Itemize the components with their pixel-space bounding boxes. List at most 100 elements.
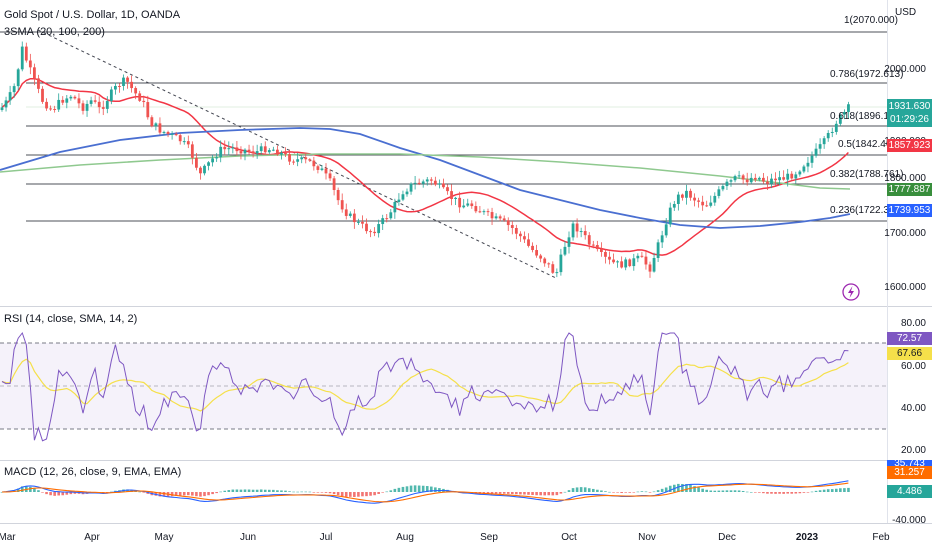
candle-body (604, 252, 607, 257)
candle-body (340, 200, 344, 210)
candle-body (575, 223, 579, 232)
candle-body (93, 100, 97, 102)
price-tick-2000: 2000.000 (884, 64, 926, 75)
macd-hist-bar (215, 492, 218, 494)
macd-hist-bar (413, 485, 417, 492)
candle-body (600, 249, 603, 253)
candle-body (312, 160, 316, 167)
candle-body (847, 104, 850, 112)
candle-body (494, 216, 498, 219)
macd-hist-bar (737, 490, 741, 492)
candle-body (134, 88, 138, 94)
candle-body (826, 132, 830, 139)
pane-separator-rsi[interactable] (0, 306, 932, 307)
candle-body (652, 257, 656, 272)
fib-label-0236: 0.236(1722.319) (830, 205, 904, 216)
alert-icon-group[interactable] (842, 283, 860, 301)
macd-hist-bar (227, 490, 231, 492)
macd-hist-bar (65, 492, 69, 495)
candle-body (166, 131, 170, 134)
candle-body (300, 157, 304, 160)
macd-hist-bar (762, 492, 765, 494)
candle-body (105, 101, 109, 109)
rsi-tick-80: 80.00 (900, 318, 926, 329)
macd-hist-bar (312, 492, 316, 493)
candle-body (223, 146, 227, 150)
macd-hist-bar (69, 492, 73, 495)
candle-body (284, 152, 287, 155)
candle-body (81, 103, 85, 111)
macd-hist-bar (239, 489, 243, 492)
macd-hist-bar (272, 489, 275, 492)
macd-hist-bar (284, 490, 287, 492)
candle-body (737, 175, 741, 177)
candle-body (73, 96, 77, 99)
macd-hist-bar (357, 492, 360, 497)
candle-body (421, 181, 425, 184)
time-label-jun: Jun (239, 532, 257, 543)
rsi-label[interactable]: RSI (14, close, SMA, 14, 2) (4, 313, 138, 325)
alert-circle[interactable] (842, 283, 860, 301)
price-tick-1800: 1800.000 (884, 173, 926, 184)
macd-hist-tag: 4.486 (887, 485, 932, 498)
macd-hist-bar (778, 492, 781, 494)
macd-hist-bar (170, 492, 174, 497)
sma100-line (0, 127, 851, 229)
candle-body (53, 108, 57, 110)
macd-hist-bar (296, 491, 299, 493)
macd-hist-bar (20, 486, 24, 492)
candle-body (583, 231, 587, 236)
rsi-line (1, 331, 849, 442)
candle-body (357, 221, 360, 223)
macd-hist-bar (498, 492, 502, 494)
candle-body (16, 69, 20, 87)
candle-body (308, 159, 312, 161)
candle-body (405, 191, 409, 195)
macd-hist-bar (664, 487, 668, 492)
macd-hist-bar (697, 487, 700, 492)
macd-hist-bar (535, 492, 538, 496)
candle-body (474, 206, 478, 212)
macd-hist-bar (421, 485, 425, 492)
candle-body (725, 181, 729, 187)
macd-hist-bar (612, 492, 615, 493)
macd-hist-bar (721, 490, 725, 492)
macd-hist-bar (774, 492, 777, 494)
macd-hist-bar (563, 491, 567, 493)
candle-body (433, 180, 437, 185)
chart-title[interactable]: Gold Spot / U.S. Dollar, 1D, OANDA (4, 9, 181, 21)
macd-hist-bar (158, 492, 162, 497)
candle-body (401, 194, 405, 200)
candle-body (608, 256, 611, 260)
candle-body (361, 221, 364, 224)
macd-hist-bar (280, 490, 283, 492)
candle-body (373, 231, 376, 234)
candle-body (146, 102, 150, 118)
macd-hist-bar (636, 491, 640, 493)
candle-body (660, 235, 664, 243)
fib-label-0786: 0.786(1972.613) (830, 69, 904, 80)
candle-body (616, 261, 619, 263)
time-axis-separator (0, 523, 932, 524)
macd-label[interactable]: MACD (12, 26, close, 9, EMA, EMA) (4, 466, 182, 478)
candle-body (664, 224, 668, 236)
candle-body (591, 244, 595, 246)
candle-body (37, 78, 40, 89)
macd-hist-bar (527, 492, 530, 495)
macd-hist-bar (745, 491, 749, 493)
macd-hist-bar (511, 492, 514, 494)
candle-body (271, 149, 275, 151)
candle-body (498, 216, 502, 219)
macd-hist-bar (741, 490, 745, 492)
macd-hist-bar (255, 489, 259, 492)
last-price-value: 1931.630 (888, 101, 931, 112)
macd-hist-bar (583, 487, 587, 492)
sma-indicator-label[interactable]: 3SMA (20, 100, 200) (4, 26, 105, 38)
macd-hist-bar (668, 485, 672, 492)
candle-body (276, 149, 279, 155)
pane-separator-macd[interactable] (0, 460, 932, 461)
macd-hist-bar (806, 492, 810, 493)
macd-hist-bar (782, 492, 785, 494)
candle-body (559, 254, 563, 273)
